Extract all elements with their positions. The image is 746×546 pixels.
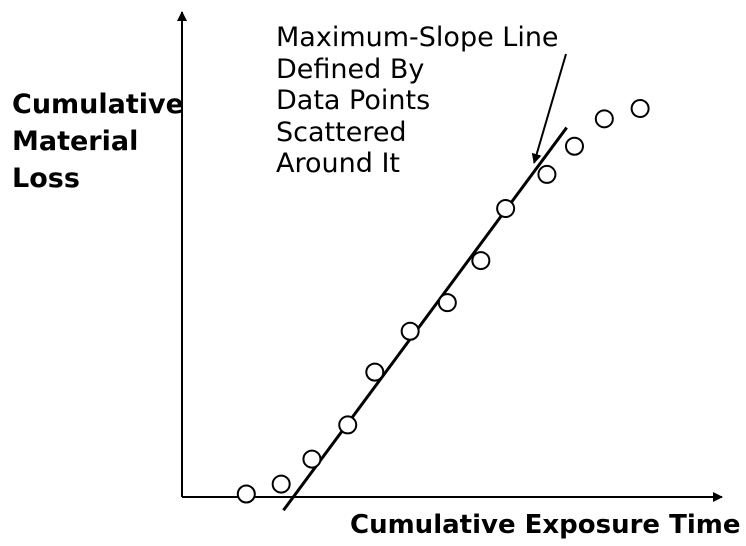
annotation-arrow bbox=[531, 53, 567, 164]
data-points bbox=[236, 99, 650, 504]
data-point bbox=[271, 474, 291, 494]
annotation-line: Scattered bbox=[276, 116, 407, 148]
y-axis-label: Cumulative Material Loss bbox=[12, 86, 184, 197]
max-slope-line bbox=[282, 126, 568, 512]
annotation-text: Maximum-Slope Line Defined By Data Point… bbox=[276, 22, 559, 180]
data-point bbox=[496, 199, 516, 219]
data-point bbox=[537, 164, 557, 184]
data-point bbox=[400, 321, 420, 341]
data-point bbox=[630, 99, 650, 119]
data-point bbox=[302, 449, 322, 469]
data-point bbox=[564, 136, 584, 156]
x-axis-label: Cumulative Exposure Time bbox=[350, 510, 741, 540]
data-point bbox=[338, 415, 358, 435]
y-axis-label-line: Material bbox=[12, 126, 139, 157]
data-point bbox=[236, 484, 256, 504]
y-axis-label-line: Cumulative bbox=[12, 89, 184, 120]
annotation-line: Data Points bbox=[276, 85, 431, 116]
data-point bbox=[594, 109, 614, 129]
annotation-line: Defined By bbox=[276, 53, 425, 85]
annotation-line: Maximum-Slope Line bbox=[276, 22, 559, 53]
data-point bbox=[437, 293, 457, 313]
annotation-line: Around It bbox=[276, 148, 400, 179]
data-point bbox=[365, 362, 385, 382]
data-point bbox=[471, 251, 491, 271]
y-axis-label-line: Loss bbox=[12, 163, 80, 194]
